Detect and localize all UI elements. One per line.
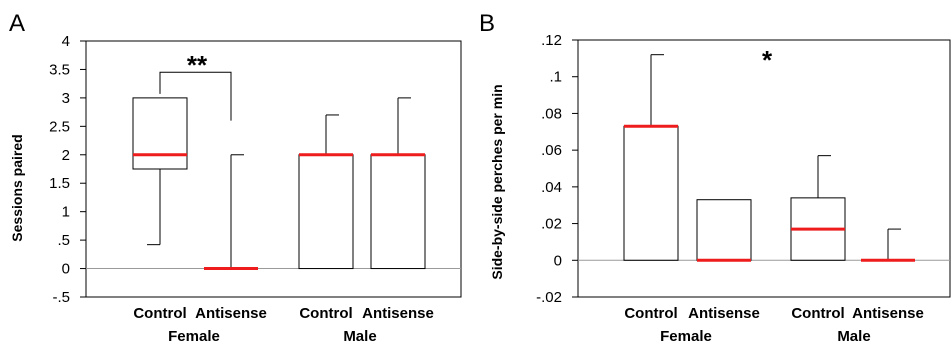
panel-label-b: B	[479, 10, 495, 37]
y-tick-label: .06	[541, 142, 562, 159]
x-label-male-antisense: Antisense	[852, 305, 924, 322]
plot-frame-b	[577, 39, 951, 298]
panel-a: A Sessions paired 43.532.521.51.50-.5 **…	[9, 10, 462, 345]
box-1	[696, 199, 752, 262]
panel-label-a: A	[9, 10, 25, 37]
x-label-female-antisense: Antisense	[688, 305, 760, 322]
group-label-male: Male	[343, 328, 376, 345]
box-0	[132, 97, 188, 246]
y-ticks-a: 43.532.521.51.50-.5	[49, 33, 86, 306]
x-label-female-control: Control	[624, 305, 677, 322]
x-label-male-control: Control	[299, 305, 352, 322]
y-tick-label: .08	[541, 105, 562, 122]
x-label-female-control: Control	[133, 305, 186, 322]
box-2	[298, 114, 354, 270]
x-label-female-antisense: Antisense	[195, 305, 267, 322]
y-tick-label: .5	[57, 232, 70, 249]
box-body	[298, 154, 354, 270]
bracket-line	[159, 71, 232, 121]
y-tick-label: 2.5	[49, 118, 70, 135]
y-tick-label: -.5	[52, 289, 70, 306]
x-label-male-antisense: Antisense	[362, 305, 434, 322]
y-tick-label: 1	[62, 204, 70, 221]
y-tick-label: -.02	[536, 289, 562, 306]
x-label-male-control: Control	[791, 305, 844, 322]
y-tick-label: 0	[62, 261, 70, 278]
significance-label-a: **	[187, 50, 208, 80]
box-1	[204, 154, 258, 271]
y-tick-label: .02	[541, 216, 562, 233]
significance-bracket-a: **	[159, 50, 232, 121]
y-ticks-b: .12 .1 .08 .06 .04 .02 0 -.02	[536, 32, 578, 306]
box-0	[623, 54, 679, 261]
box-body	[132, 97, 188, 170]
y-tick-label: 2	[62, 147, 70, 164]
y-tick-label: .12	[541, 32, 562, 49]
box-3	[370, 97, 426, 270]
y-tick-label: 4	[62, 33, 70, 50]
box-body	[370, 154, 426, 270]
y-tick-label: 0	[554, 252, 562, 269]
y-axis-title-a: Sessions paired	[9, 134, 25, 241]
box-2	[790, 155, 846, 261]
y-tick-label: 1.5	[49, 175, 70, 192]
y-axis-title-b: Side-by-side perches per min	[489, 84, 505, 279]
y-tick-label: .04	[541, 179, 562, 196]
box-body	[696, 199, 752, 261]
group-label-male: Male	[837, 328, 870, 345]
boxes-b	[623, 54, 915, 262]
group-label-female: Female	[168, 328, 220, 345]
boxes-a	[132, 97, 426, 271]
y-tick-label: .1	[549, 69, 562, 86]
significance-label-b: *	[762, 45, 773, 75]
panel-b: B Side-by-side perches per min .12 .1 .08.…	[479, 10, 951, 345]
box-body	[623, 125, 679, 261]
y-tick-label: 3.5	[49, 61, 70, 78]
box-3	[861, 228, 915, 262]
y-tick-label: 3	[62, 90, 70, 107]
plot-frame-a	[85, 40, 462, 298]
group-label-female: Female	[660, 328, 712, 345]
